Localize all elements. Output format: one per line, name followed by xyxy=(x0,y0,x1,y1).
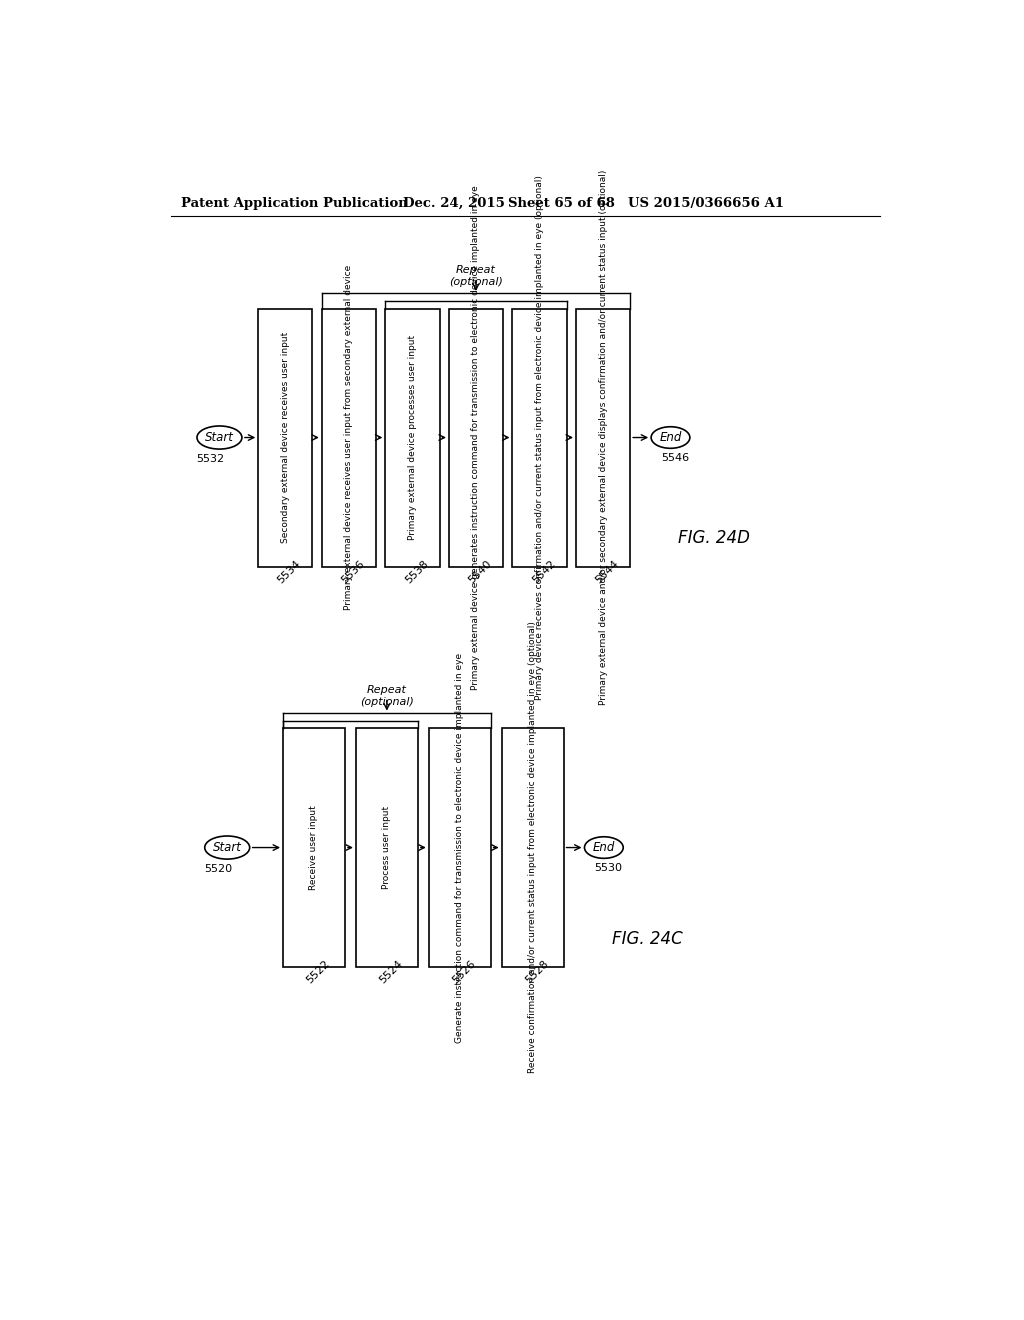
Text: 5520: 5520 xyxy=(204,865,232,874)
Text: Sheet 65 of 68: Sheet 65 of 68 xyxy=(508,197,614,210)
Bar xyxy=(575,309,630,566)
Text: Receive user input: Receive user input xyxy=(309,805,318,890)
Text: Generate instruction command for transmission to electronic device implanted in : Generate instruction command for transmi… xyxy=(456,652,464,1043)
Text: 5526: 5526 xyxy=(451,958,477,986)
Text: Primary external device and/or secondary external device displays confirmation a: Primary external device and/or secondary… xyxy=(599,170,607,705)
Bar xyxy=(356,729,418,966)
Text: Start: Start xyxy=(213,841,242,854)
Bar xyxy=(429,729,490,966)
Bar xyxy=(322,309,376,566)
Text: 5544: 5544 xyxy=(594,558,621,586)
Text: Patent Application Publication: Patent Application Publication xyxy=(180,197,408,210)
Text: End: End xyxy=(659,432,682,444)
Text: 5538: 5538 xyxy=(403,558,430,586)
Bar xyxy=(449,309,503,566)
Text: 5546: 5546 xyxy=(662,453,689,462)
Text: 5524: 5524 xyxy=(378,958,404,986)
Text: FIG. 24D: FIG. 24D xyxy=(678,529,751,548)
Text: 5540: 5540 xyxy=(467,558,494,586)
Text: Dec. 24, 2015: Dec. 24, 2015 xyxy=(403,197,505,210)
Text: Start: Start xyxy=(205,432,233,444)
Text: Process user input: Process user input xyxy=(382,807,391,890)
Bar xyxy=(283,729,345,966)
Text: Primary external device receives user input from secondary external device: Primary external device receives user in… xyxy=(344,265,353,610)
Bar xyxy=(385,309,439,566)
Text: Repeat
(optional): Repeat (optional) xyxy=(359,685,414,706)
Text: 5532: 5532 xyxy=(197,454,224,465)
Bar xyxy=(502,729,563,966)
Text: 5542: 5542 xyxy=(530,558,557,586)
Text: End: End xyxy=(593,841,615,854)
Text: Primary external device generates instruction command for transmission to electr: Primary external device generates instru… xyxy=(471,185,480,690)
Text: Secondary external device receives user input: Secondary external device receives user … xyxy=(281,331,290,543)
Bar xyxy=(258,309,312,566)
Text: Primary external device processes user input: Primary external device processes user i… xyxy=(408,335,417,540)
Text: Primary device receives confirmation and/or current status input from electronic: Primary device receives confirmation and… xyxy=(535,176,544,700)
Text: 5528: 5528 xyxy=(523,958,550,986)
Bar xyxy=(512,309,566,566)
Text: Repeat
(optional): Repeat (optional) xyxy=(450,265,503,286)
Text: US 2015/0366656 A1: US 2015/0366656 A1 xyxy=(628,197,784,210)
Text: 5536: 5536 xyxy=(340,558,367,586)
Text: 5530: 5530 xyxy=(595,863,623,873)
Text: 5522: 5522 xyxy=(305,958,332,986)
Text: FIG. 24C: FIG. 24C xyxy=(611,929,682,948)
Text: Receive confirmation and/or current status input from electronic device implante: Receive confirmation and/or current stat… xyxy=(528,622,537,1073)
Text: 5534: 5534 xyxy=(276,558,303,586)
